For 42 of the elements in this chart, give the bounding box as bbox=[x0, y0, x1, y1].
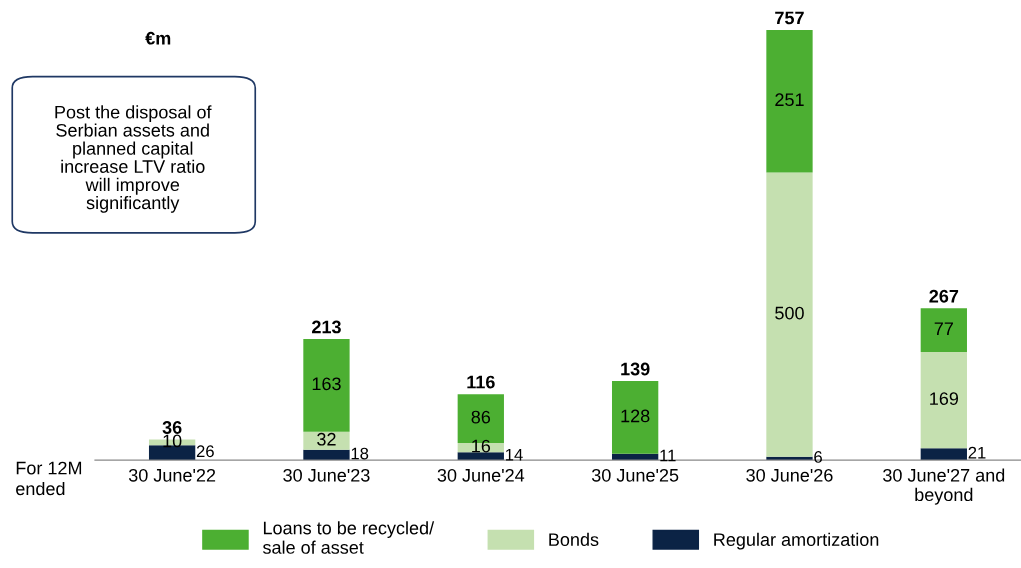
text: For 12M ended bbox=[16, 461, 82, 496]
data-label: 163 bbox=[312, 377, 341, 391]
data-label: 11 bbox=[660, 449, 676, 462]
data-label: 14 bbox=[506, 448, 523, 461]
x-tick-label: 30 June'23 bbox=[283, 468, 370, 482]
bar bbox=[612, 381, 659, 454]
data-label: 169 bbox=[930, 392, 959, 405]
data-label: 32 bbox=[317, 432, 336, 446]
legend-label: Regular amortization bbox=[714, 532, 879, 550]
annotation: Post the disposal of Serbian assets and planned capital increase LTV ratio will improve significantly bbox=[55, 105, 212, 213]
total-label: 757 bbox=[775, 11, 804, 25]
annotation: €m bbox=[145, 31, 171, 45]
data-label: 10 bbox=[163, 434, 182, 448]
data-label: 500 bbox=[775, 306, 804, 320]
bar bbox=[920, 352, 967, 449]
data-label: 6 bbox=[814, 451, 822, 463]
bar bbox=[766, 29, 813, 173]
x-tick-label: 30 June'27 and beyond bbox=[883, 468, 1005, 505]
bar bbox=[920, 448, 967, 461]
total-label: 267 bbox=[929, 289, 959, 303]
x-tick-label: 30 June'24 bbox=[437, 468, 525, 482]
bar bbox=[766, 172, 813, 457]
legend-label: Bonds bbox=[549, 532, 599, 547]
data-label: 16 bbox=[472, 439, 491, 453]
x-tick-label: 30 June'26 bbox=[746, 468, 833, 482]
legend-label: Loans to be recycled/ sale of asset bbox=[262, 521, 435, 554]
total-label: 116 bbox=[467, 375, 495, 389]
bar bbox=[303, 339, 350, 432]
data-label: 26 bbox=[196, 445, 214, 458]
data-label: 251 bbox=[775, 93, 804, 107]
x-tick-label: 30 June'22 bbox=[128, 468, 216, 482]
data-label: 21 bbox=[968, 446, 986, 459]
total-label: 36 bbox=[162, 421, 182, 434]
x-tick-label: 30 June'25 bbox=[591, 468, 679, 482]
total-label: 213 bbox=[312, 320, 341, 334]
bar bbox=[920, 308, 967, 353]
bar bbox=[303, 431, 350, 450]
total-label: 139 bbox=[621, 362, 650, 376]
data-label: 86 bbox=[471, 410, 491, 424]
data-label: 128 bbox=[621, 409, 650, 423]
data-label: 18 bbox=[351, 447, 369, 460]
data-label: 77 bbox=[934, 322, 953, 335]
